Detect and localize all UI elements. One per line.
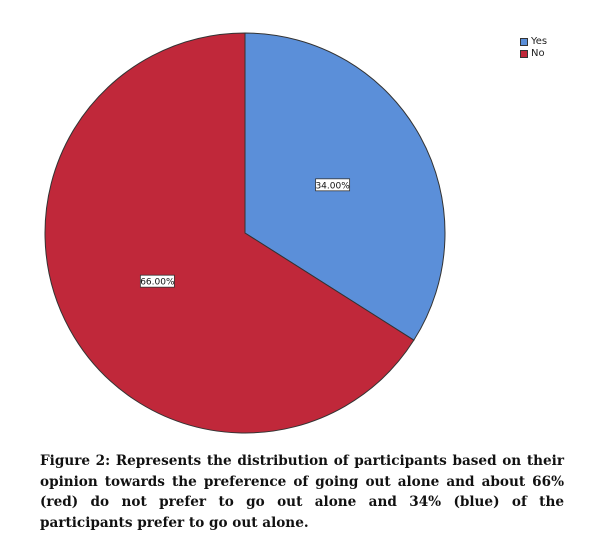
legend-label-no: No [531, 48, 545, 59]
pie-chart-svg: 34.00% 66.00% [44, 32, 446, 434]
legend-swatch-yes [520, 38, 528, 46]
legend-item-no: No [520, 48, 547, 60]
legend-swatch-no [520, 50, 528, 58]
legend-item-yes: Yes [520, 36, 547, 48]
data-label-yes: 34.00% [315, 178, 351, 192]
figure-caption: Figure 2: Represents the distribution of… [40, 453, 564, 531]
data-label-text: 66.00% [140, 278, 175, 288]
data-label-text: 34.00% [315, 181, 350, 191]
data-label-box [315, 178, 351, 192]
legend-label-yes: Yes [531, 36, 548, 47]
pie-slice-no [44, 32, 415, 434]
data-label-no: 66.00% [139, 274, 175, 288]
pie-chart: 34.00% 66.00% Yes No [44, 32, 547, 434]
data-label-box [139, 274, 175, 288]
chart-legend: Yes No [520, 36, 547, 60]
